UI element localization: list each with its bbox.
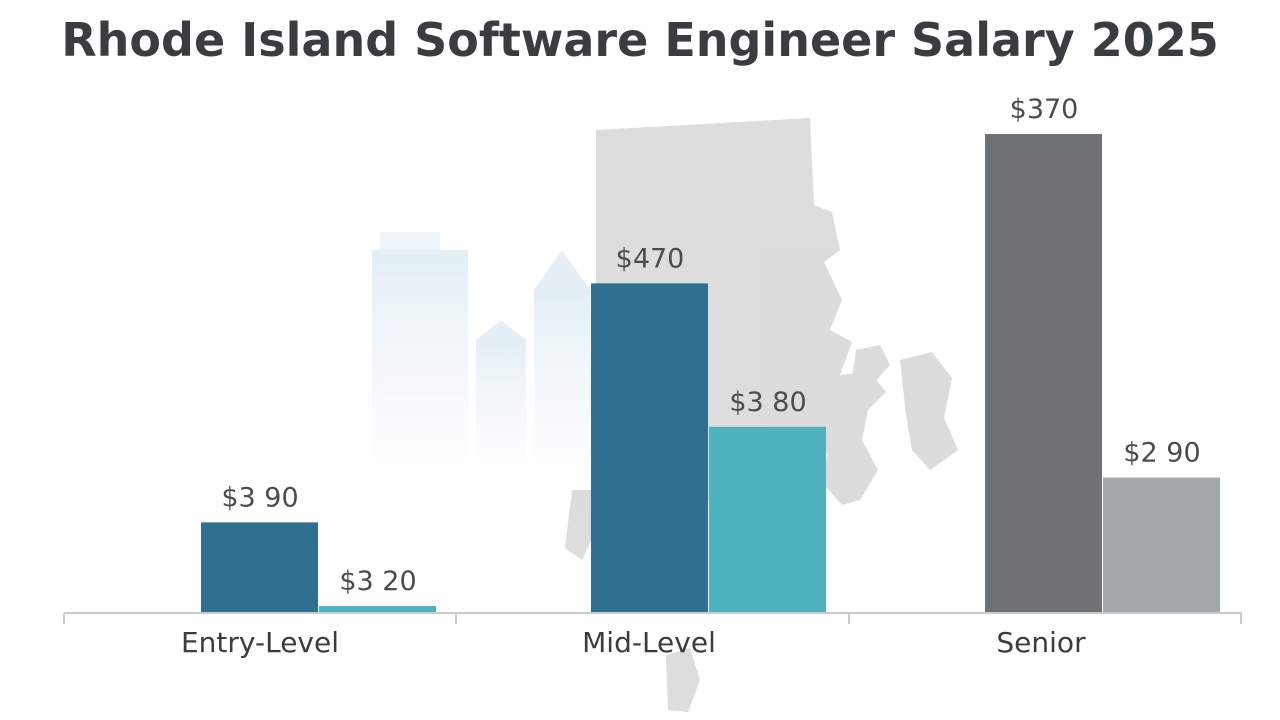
bar-mid-level-2 bbox=[709, 426, 826, 612]
chart-title: Rhode Island Software Engineer Salary 20… bbox=[61, 13, 1218, 67]
bar-entry-level-2 bbox=[319, 606, 436, 612]
bars-layer bbox=[201, 134, 1220, 612]
x-tick-label-senior: Senior bbox=[996, 626, 1086, 659]
bar-mid-level-1 bbox=[591, 283, 708, 612]
x-axis bbox=[63, 612, 1242, 624]
bar-value-label: $470 bbox=[616, 243, 685, 274]
bar-value-label: $3 20 bbox=[339, 566, 416, 597]
bar-senior-1 bbox=[985, 134, 1102, 612]
bar-senior-2 bbox=[1103, 477, 1220, 612]
city-skyline-illustration bbox=[372, 232, 590, 460]
bar-value-label: $370 bbox=[1010, 94, 1079, 125]
bar-entry-level-1 bbox=[201, 522, 318, 612]
x-tick-label-entry-level: Entry-Level bbox=[181, 626, 339, 659]
bar-value-label: $2 90 bbox=[1123, 438, 1200, 469]
x-tick-label-mid-level: Mid-Level bbox=[582, 626, 716, 659]
x-tick-labels: Entry-Level Mid-Level Senior bbox=[181, 626, 1086, 659]
bar-value-label: $3 90 bbox=[221, 482, 298, 513]
bar-value-label: $3 80 bbox=[729, 387, 806, 418]
bar-labels-layer: $3 90 $3 20 $470 $3 80 $370 $2 90 bbox=[221, 94, 1200, 597]
